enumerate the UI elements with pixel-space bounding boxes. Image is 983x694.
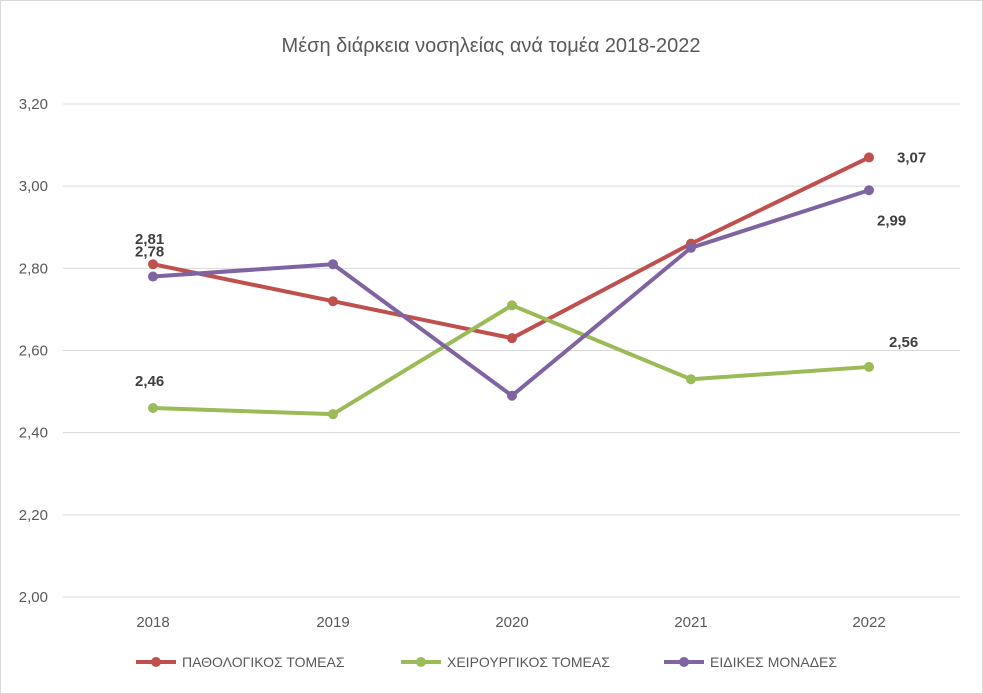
data-label: 2,56 [889,334,918,351]
y-axis-ticks: 2,00 2,20 2,40 2,60 2,80 3,00 3,20 [19,96,48,606]
legend-marker [416,657,426,667]
series-group [148,152,874,420]
legend-label: ΕΙΔΙΚΕΣ ΜΟΝΑΔΕΣ [710,654,837,670]
data-point [148,271,158,282]
data-point [507,333,517,344]
legend-label: ΧΕΙΡΟΥΡΓΙΚΟΣ ΤΟΜΕΑΣ [447,654,610,670]
data-point [686,374,696,385]
y-tick-label: 2,40 [19,425,48,442]
data-point [148,259,158,270]
legend-label: ΠΑΘΟΛΟΓΙΚΟΣ ΤΟΜΕΑΣ [182,654,345,670]
series-line [151,155,871,341]
chart-title: Μέση διάρκεια νοσηλείας ανά τομέα 2018-2… [282,35,701,57]
legend-item: ΠΑΘΟΛΟΓΙΚΟΣ ΤΟΜΕΑΣ [136,654,345,670]
y-tick-label: 2,80 [19,260,48,277]
data-point [864,152,874,163]
y-tick-label: 3,20 [19,96,48,113]
legend: ΠΑΘΟΛΟΓΙΚΟΣ ΤΟΜΕΑΣ ΧΕΙΡΟΥΡΓΙΚΟΣ ΤΟΜΕΑΣ ΕΙΔ… [136,654,837,670]
data-point [507,390,517,401]
series-1 [148,152,874,344]
x-axis-ticks: 2018 2019 2020 2021 2022 [136,614,885,631]
data-point [328,409,338,420]
x-tick-label: 2018 [136,614,169,631]
data-labels: 2,81 3,07 2,46 2,56 2,78 2,99 [135,149,926,390]
x-tick-label: 2021 [674,614,707,631]
data-point [864,361,874,372]
legend-marker [151,657,161,667]
y-tick-label: 2,00 [19,589,48,606]
data-point [864,185,874,196]
series-2 [148,300,874,420]
x-tick-label: 2019 [316,614,349,631]
data-label: 2,78 [135,244,164,261]
x-tick-label: 2020 [495,614,528,631]
legend-marker [679,657,689,667]
y-tick-label: 2,20 [19,507,48,524]
series-3 [148,185,874,401]
series-line [151,188,871,398]
data-label: 2,81 [135,231,164,248]
data-label: 3,07 [897,149,926,166]
data-point [686,242,696,253]
y-tick-label: 3,00 [19,178,48,195]
legend-item: ΧΕΙΡΟΥΡΓΙΚΟΣ ΤΟΜΕΑΣ [401,654,610,670]
data-label: 2,46 [135,373,164,390]
data-point [328,259,338,270]
data-label: 2,99 [877,212,906,229]
legend-item: ΕΙΔΙΚΕΣ ΜΟΝΑΔΕΣ [664,654,837,670]
y-tick-label: 2,60 [19,343,48,360]
data-point [148,403,158,414]
data-point [328,296,338,307]
x-tick-label: 2022 [852,614,885,631]
data-point [507,300,517,311]
